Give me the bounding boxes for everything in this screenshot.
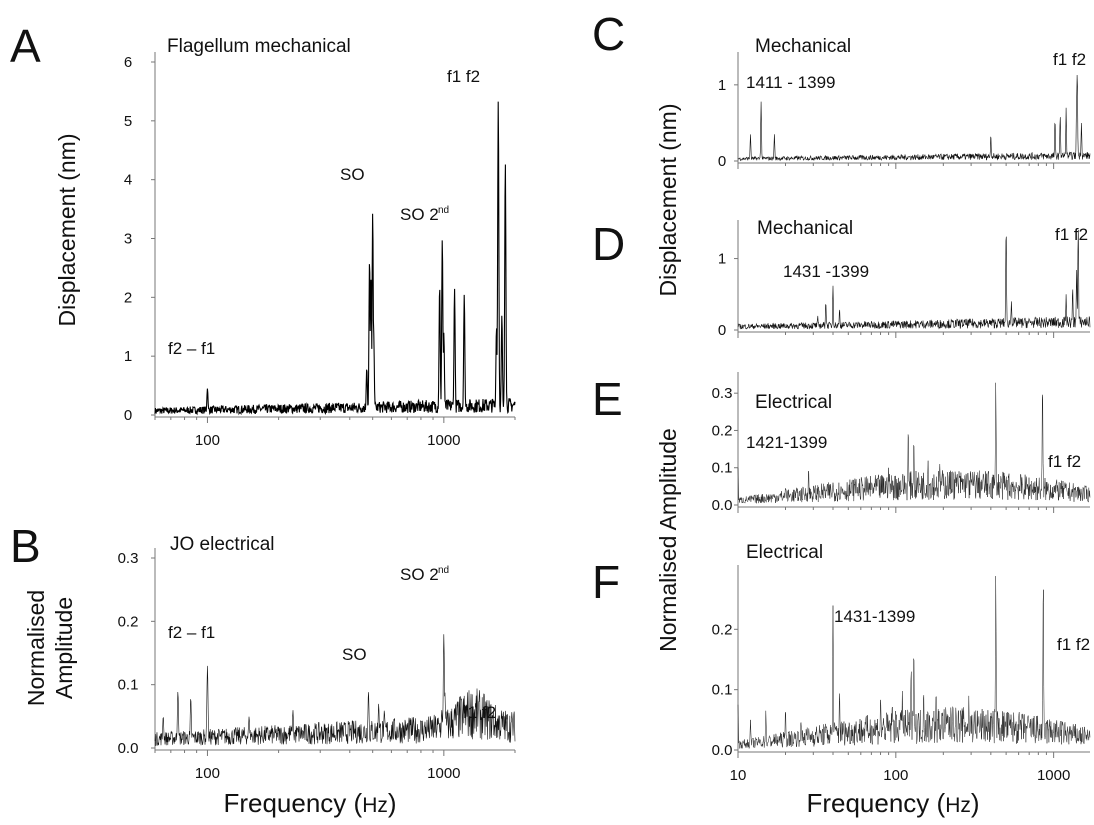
panel-title: Electrical (755, 392, 832, 413)
y-tick-label: 0.2 (712, 422, 733, 439)
y-tick-label: 0.3 (118, 550, 139, 567)
panel-e: 0.0 0.1 0.2 0.3 Electrical 1421-1399 f1 f2 (712, 372, 1091, 514)
y-tick-label: 4 (124, 172, 132, 189)
annotation: f1 f2 (463, 703, 496, 722)
annotation: 1411 - 1399 (746, 73, 835, 92)
y-tick-label: 5 (124, 113, 132, 130)
series-line (737, 576, 1091, 749)
x-tick-label: 1000 (1037, 767, 1070, 784)
panel-title: Mechanical (755, 36, 851, 57)
y-tick-label: 1 (718, 251, 726, 268)
annotation: 1431 -1399 (783, 262, 869, 281)
panel-letter-b: B (10, 520, 41, 572)
y-tick-label: 0.0 (118, 740, 139, 757)
y-tick-label: 0.3 (712, 385, 733, 402)
y-tick-label: 0.1 (712, 682, 733, 699)
y-tick-label: 2 (124, 289, 132, 306)
x-tick-label: 100 (883, 767, 908, 784)
y-tick-label: 3 (124, 231, 132, 248)
panel-f: 0.0 0.1 0.2 10 100 1000 Electrical 1431-1399 f1 … (712, 542, 1091, 784)
series-line (154, 101, 516, 416)
y-tick-label: 6 (124, 54, 132, 71)
y-tick-label: 0 (718, 322, 726, 339)
x-tick-label: 1000 (427, 432, 460, 449)
y-tick-label: 1 (124, 348, 132, 365)
panel-letter-f: F (592, 556, 620, 608)
annotation-superscript: nd (438, 565, 449, 576)
panel-letter-d: D (592, 218, 625, 270)
series-line (737, 229, 1091, 330)
x-tick-label: 100 (195, 765, 220, 782)
ylabel-panels-ef: Normalised Amplitude (655, 428, 681, 652)
annotation: SO (342, 645, 367, 664)
panel-letter-c: C (592, 8, 625, 60)
y-tick-label: 0.2 (712, 621, 733, 638)
panel-title: Electrical (746, 542, 823, 563)
y-tick-label: 0.1 (118, 677, 139, 694)
annotation: f1 f2 (1053, 50, 1086, 69)
annotation: SO 2 (400, 565, 439, 584)
panel-title: JO electrical (170, 534, 275, 555)
panel-title: Flagellum mechanical (167, 36, 351, 57)
annotation: f1 f2 (447, 67, 480, 86)
y-tick-label: 0.2 (118, 613, 139, 630)
y-tick-label: 0 (718, 153, 726, 170)
xlabel-left: Frequency (Hz) (223, 788, 396, 818)
annotation: SO (340, 165, 365, 184)
annotation: SO 2 (400, 205, 439, 224)
panel-a: 0 1 2 3 4 5 6 100 1000 Flagellum mechanical f2 – f… (124, 36, 516, 449)
panel-b: 0.0 0.1 0.2 0.3 100 1000 JO electrical f2 – f1 S… (118, 534, 516, 782)
y-tick-label: 0 (124, 407, 132, 424)
panel-c: 0 1 Mechanical 1411 - 1399 f1 f2 (718, 36, 1091, 170)
ylabel-panels-cd: Displacement (nm) (655, 104, 681, 297)
ylabel-panel-b-line2: Amplitude (51, 597, 77, 699)
x-tick-label: 1000 (427, 765, 460, 782)
annotation: f1 f2 (1048, 452, 1081, 471)
ylabel-panel-b-line1: Normalised (23, 590, 49, 706)
y-tick-label: 1 (718, 77, 726, 94)
y-tick-label: 0.0 (712, 742, 733, 759)
ylabel-panel-a: Displacement (nm) (54, 134, 80, 327)
annotation: 1421-1399 (746, 433, 827, 452)
series-line (737, 74, 1091, 162)
panel-letter-e: E (592, 373, 623, 425)
annotation: f1 f2 (1055, 225, 1088, 244)
x-tick-label: 100 (195, 432, 220, 449)
annotation-superscript: nd (438, 205, 449, 216)
xlabel-right: Frequency (Hz) (806, 788, 979, 818)
y-tick-label: 0.1 (712, 460, 733, 477)
annotation: f2 – f1 (168, 623, 215, 642)
x-tick-label: 10 (730, 767, 747, 784)
series-line (154, 634, 516, 747)
panel-letter-a: A (10, 20, 41, 72)
series-line (737, 382, 1091, 504)
panel-d: 0 1 Mechanical 1431 -1399 f1 f2 (718, 218, 1091, 339)
annotation: f1 f2 (1057, 635, 1090, 654)
panel-title: Mechanical (757, 218, 853, 239)
y-tick-label: 0.0 (712, 497, 733, 514)
annotation: 1431-1399 (834, 607, 915, 626)
annotation: f2 – f1 (168, 339, 215, 358)
